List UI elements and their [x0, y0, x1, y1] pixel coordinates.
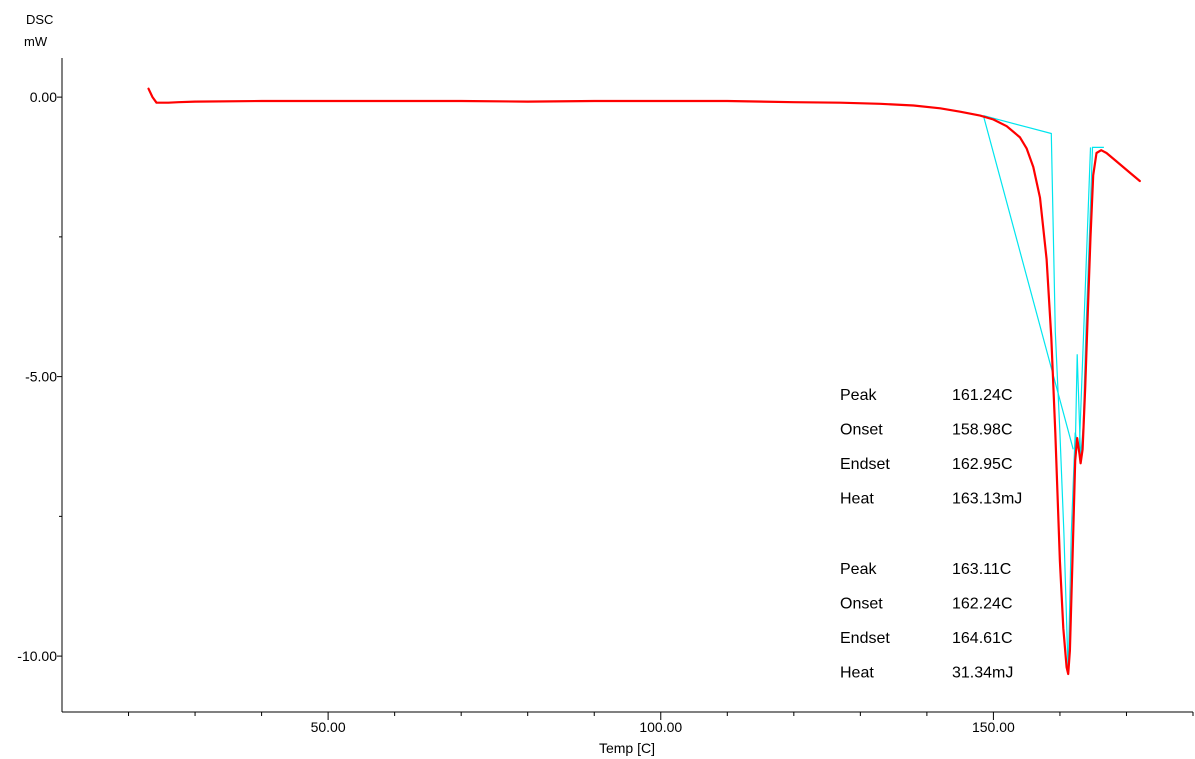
baseline-2 [1074, 146, 1104, 458]
annotation-label: Heat [840, 665, 874, 682]
annotation-label: Endset [840, 456, 890, 473]
annotation-value: 163.11C [952, 561, 1011, 578]
annotation-label: Heat [840, 491, 874, 508]
annotation-label: Onset [840, 596, 883, 613]
annotation-label: Peak [840, 561, 877, 578]
annotation-label: Onset [840, 422, 883, 439]
y-tick-label: -10.00 [17, 648, 57, 664]
annotation-value: 162.24C [952, 596, 1013, 613]
y-tick-label: 0.00 [30, 89, 57, 105]
peak-annotations: Peak 161.24C Onset 158.98C Endset 162.95C Heat… [840, 387, 1022, 682]
annotation-value: 162.95C [952, 456, 1013, 473]
x-tick-label: 150.00 [972, 719, 1015, 735]
annotation-label: Peak [840, 387, 877, 404]
y-tick-label: -5.00 [25, 369, 57, 385]
x-tick-label: 100.00 [639, 719, 682, 735]
y-axis-unit: mW [24, 34, 48, 49]
baseline-1 [983, 115, 1080, 675]
dsc-curve [147, 87, 1141, 676]
x-axis-label: Temp [C] [599, 740, 655, 756]
series-lines [147, 87, 1141, 676]
baseline-4 [1078, 147, 1092, 453]
y-axis-label: DSC [26, 12, 53, 27]
annotation-value: 158.98C [952, 422, 1013, 439]
baseline-3 [982, 115, 1074, 450]
x-tick-label: 50.00 [311, 719, 346, 735]
annotation-value: 31.34mJ [952, 665, 1013, 682]
tick-labels: 50.00 100.00 150.00 0.00 -5.00 -10.00 [17, 89, 1015, 735]
annotation-value: 161.24C [952, 387, 1013, 404]
annotation-value: 164.61C [952, 630, 1013, 647]
baseline-lines [982, 115, 1104, 675]
annotation-value: 163.13mJ [952, 491, 1022, 508]
annotation-label: Endset [840, 630, 890, 647]
axis-ticks [57, 96, 1194, 720]
